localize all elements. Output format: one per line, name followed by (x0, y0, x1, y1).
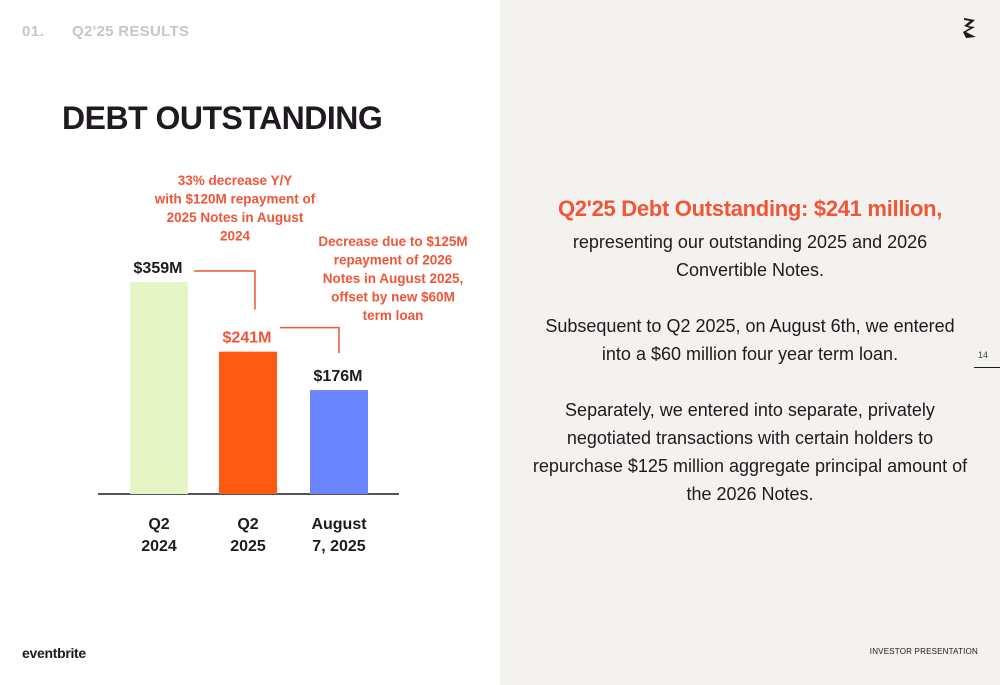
debt-bar-chart: $359M Q2 2024 $241M Q2 2025 $176M August 7, 2025… (98, 173, 468, 555)
footer-label: INVESTOR PRESENTATION (869, 647, 978, 656)
section-name: Q2'25 RESULTS (72, 23, 190, 40)
eventbrite-logo: eventbrite (22, 645, 86, 661)
annotation-1-connector (194, 270, 256, 310)
page-number-rule (974, 367, 1000, 368)
annotation-1-line-2: with $120M repayment of (154, 192, 316, 207)
annotation-2-line-2: repayment of 2026 (334, 253, 453, 268)
bar-value-label-3: $176M (314, 368, 363, 385)
annotation-2-line-5: term loan (363, 308, 424, 323)
annotation-2-connector (280, 326, 340, 354)
bar-2 (219, 351, 277, 494)
page-number: 14 (978, 350, 989, 360)
category-label-1-line-1: Q2 (148, 516, 169, 533)
category-label-3-line-1: August (311, 516, 367, 533)
annotation-2-line-4: offset by new $60M (331, 290, 455, 305)
page-title: DEBT OUTSTANDING (62, 100, 383, 136)
category-label-3-line-2: 7, 2025 (312, 538, 365, 555)
summary-paragraph-1: representing our outstanding 2025 and 20… (572, 232, 928, 280)
bar-value-label-2: $241M (223, 330, 272, 347)
bar-1 (130, 282, 188, 494)
summary-headline: Q2'25 Debt Outstanding: $241 million, (557, 196, 943, 221)
left-panel (0, 0, 500, 685)
category-label-2-line-2: 2025 (230, 538, 266, 555)
annotation-2-line-3: Notes in August 2025, (323, 271, 464, 286)
summary-paragraph-3: Separately, we entered into separate, pr… (532, 400, 968, 504)
category-label-1-line-2: 2024 (141, 538, 177, 555)
annotation-1-line-1: 33% decrease Y/Y (178, 173, 293, 188)
eventbrite-e-mark-icon (963, 18, 976, 38)
right-panel (500, 0, 1000, 685)
summary-paragraph-2: Subsequent to Q2 2025, on August 6th, we… (545, 316, 955, 364)
annotation-2-line-1: Decrease due to $125M (318, 234, 467, 249)
annotation-1-line-4: 2024 (220, 229, 251, 244)
section-number: 01. (22, 23, 45, 40)
bar-value-label-1: $359M (134, 260, 183, 277)
summary-text: Q2'25 Debt Outstanding: $241 million, re… (530, 196, 970, 536)
bar-3 (310, 390, 368, 494)
annotation-1-line-3: 2025 Notes in August (167, 210, 304, 225)
category-label-2-line-1: Q2 (237, 516, 258, 533)
